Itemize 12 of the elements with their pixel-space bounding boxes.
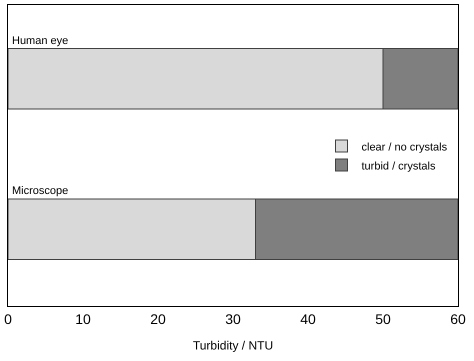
- x-tick-label: 0: [4, 310, 12, 327]
- x-tick-label: 50: [375, 310, 391, 327]
- x-tick-label: 30: [225, 310, 241, 327]
- x-tick-label: 40: [300, 310, 316, 327]
- y-tick-label: Human eye: [12, 35, 68, 47]
- legend-label: turbid / crystals: [362, 160, 436, 172]
- x-tick-label: 10: [75, 310, 91, 327]
- legend-label: clear / no crystals: [362, 141, 448, 154]
- x-tick-label: 60: [450, 310, 466, 327]
- x-axis-title: Turbidity / NTU: [192, 338, 274, 353]
- x-tick-label: 20: [150, 310, 166, 327]
- y-tick-label: Microscope: [12, 185, 68, 197]
